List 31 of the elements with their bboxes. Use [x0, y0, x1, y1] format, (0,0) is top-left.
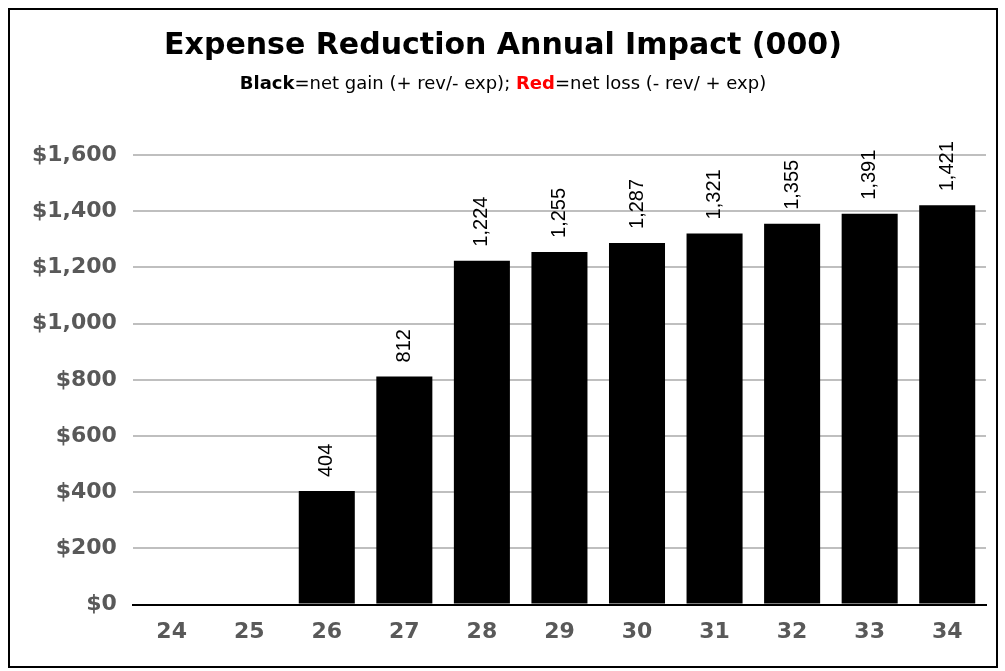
data-label: 812	[391, 329, 414, 363]
x-tick-label: 34	[931, 617, 963, 643]
data-label: 1,391	[857, 149, 880, 200]
y-tick-label: $0	[86, 590, 117, 616]
data-label: 1,321	[702, 169, 725, 220]
data-label: 1,287	[624, 178, 647, 229]
x-tick-label: 32	[776, 617, 808, 643]
x-tick-label: 30	[621, 617, 653, 643]
data-label: 404	[314, 443, 337, 478]
x-tick-label: 24	[156, 617, 187, 643]
x-tick-label: 26	[311, 617, 343, 643]
x-tick-label: 31	[699, 617, 730, 643]
x-tick-label: 33	[854, 617, 885, 643]
y-tick-label: $200	[55, 534, 117, 560]
data-label: 1,421	[934, 141, 957, 192]
y-tick-label: $1,600	[31, 140, 117, 166]
data-label: 1,255	[546, 187, 569, 238]
y-tick-label: $1,200	[31, 253, 117, 279]
x-tick-label: 27	[389, 617, 420, 643]
y-tick-label: $400	[55, 477, 117, 503]
y-tick-label: $1,400	[31, 196, 117, 222]
x-tick-label: 28	[466, 617, 498, 643]
data-label: 1,224	[469, 196, 492, 247]
chart-title: Expense Reduction Annual Impact (000)	[163, 26, 843, 61]
x-tick-label: 25	[233, 617, 265, 643]
y-tick-label: $600	[55, 421, 117, 447]
y-tick-label: $1,000	[31, 309, 117, 335]
chart-subtitle: Black=net gain (+ rev/- exp); Red=net loss (- rev/ + exp)	[238, 72, 768, 93]
data-label: 1,355	[779, 159, 802, 210]
x-tick-label: 29	[544, 617, 575, 643]
y-tick-label: $800	[55, 365, 117, 391]
